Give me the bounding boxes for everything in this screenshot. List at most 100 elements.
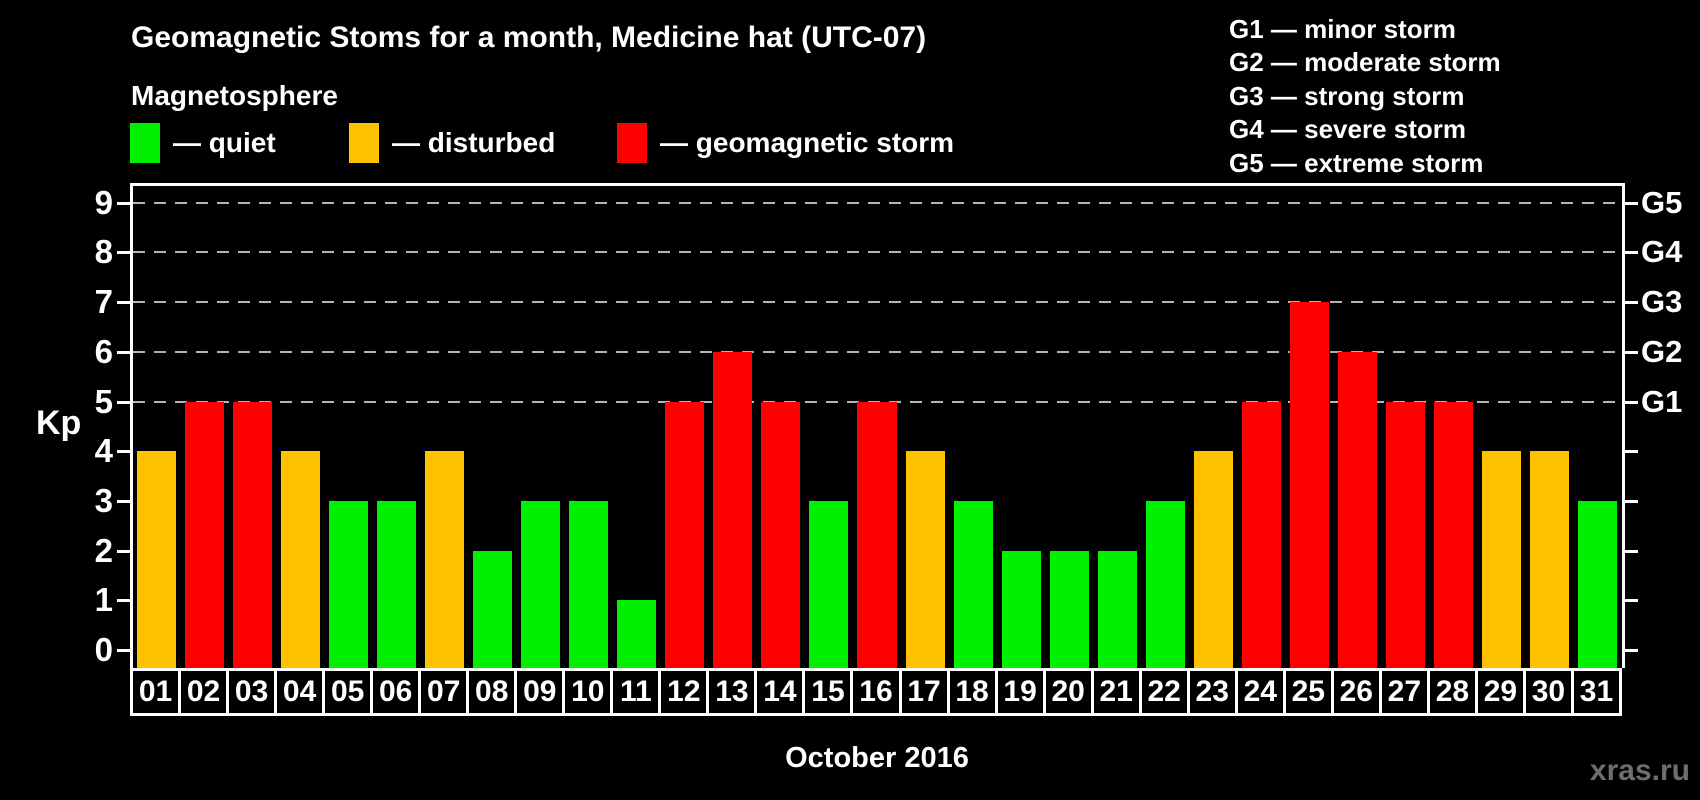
day-label-11: 11	[610, 668, 662, 716]
chart-title: Geomagnetic Stoms for a month, Medicine …	[131, 21, 927, 54]
y-axis-tick-right-3	[1625, 499, 1638, 503]
quiet-color-swatch	[130, 123, 160, 163]
y-axis-tick-right-9	[1625, 201, 1638, 205]
kp-bar-day-21	[1097, 550, 1137, 668]
kp-bar-day-08	[473, 550, 513, 668]
legend-label-quiet: — quiet	[173, 127, 276, 158]
y-axis-tick-right-2	[1625, 549, 1638, 553]
y-axis-tick-label-7: 7	[94, 283, 113, 321]
kp-bar-day-10	[569, 500, 609, 668]
watermark: xras.ru	[1589, 754, 1690, 787]
kp-bar-day-11	[617, 600, 657, 668]
kp-bar-day-16	[857, 401, 897, 668]
y-axis-tick-left-6	[117, 350, 130, 354]
y-axis-tick-right-4	[1625, 450, 1638, 454]
day-label-18: 18	[946, 668, 998, 716]
day-label-12: 12	[658, 668, 710, 716]
day-label-02: 02	[178, 668, 230, 716]
kp-bar-day-06	[377, 500, 417, 668]
storm-color-swatch	[617, 123, 647, 163]
kp-bar-day-09	[521, 500, 561, 668]
day-label-19: 19	[994, 668, 1046, 716]
kp-bar-day-03	[233, 401, 273, 668]
y-axis-tick-right-1	[1625, 599, 1638, 603]
kp-bar-day-19	[1001, 550, 1041, 668]
kp-bar-day-01	[137, 451, 177, 668]
day-label-21: 21	[1090, 668, 1142, 716]
y-axis-tick-right-7	[1625, 301, 1638, 305]
magnetosphere-label: Magnetosphere	[131, 80, 338, 111]
y-axis-tick-left-4	[117, 450, 130, 454]
gridline-kp6	[133, 350, 1622, 353]
day-label-09: 09	[514, 668, 566, 716]
g-axis-label-g5: G5	[1641, 184, 1683, 220]
y-axis-tick-label-5: 5	[94, 382, 113, 420]
day-label-10: 10	[562, 668, 614, 716]
legend-label-disturbed: — disturbed	[392, 127, 556, 158]
kp-bar-day-26	[1337, 351, 1377, 668]
y-axis-tick-label-0: 0	[94, 631, 113, 668]
day-label-28: 28	[1426, 668, 1478, 716]
day-label-17: 17	[898, 668, 950, 716]
kp-bar-day-17	[905, 451, 945, 668]
day-label-05: 05	[322, 668, 374, 716]
g-scale-legend-item-g2: G2 — moderate storm	[1229, 47, 1501, 78]
day-label-16: 16	[850, 668, 902, 716]
y-axis-tick-label-1: 1	[94, 581, 113, 619]
legend-item-storm: — geomagnetic storm	[617, 123, 954, 163]
day-label-04: 04	[274, 668, 326, 716]
y-axis-title: Kp	[36, 404, 82, 442]
g-scale-legend: G1 — minor storm G2 — moderate storm G3 — …	[1229, 13, 1501, 180]
legend-item-quiet: — quiet	[130, 123, 276, 163]
g-scale-legend-item-g1: G1 — minor storm	[1229, 14, 1456, 44]
kp-bar-day-27	[1385, 401, 1425, 668]
kp-bar-day-24	[1241, 401, 1281, 668]
day-label-24: 24	[1234, 668, 1286, 716]
kp-bar-day-13	[713, 351, 753, 668]
day-label-13: 13	[706, 668, 758, 716]
kp-bar-day-04	[281, 451, 321, 668]
kp-bar-day-07	[425, 451, 465, 668]
y-axis-tick-left-5	[117, 400, 130, 404]
kp-bar-day-02	[185, 401, 225, 668]
day-label-27: 27	[1378, 668, 1430, 716]
kp-bar-day-14	[761, 401, 801, 668]
g-scale-legend-item-g4: G4 — severe storm	[1229, 114, 1467, 145]
day-label-01: 01	[130, 668, 182, 716]
legend-item-disturbed: — disturbed	[349, 123, 555, 163]
y-axis-tick-label-4: 4	[94, 432, 113, 470]
y-axis-tick-label-8: 8	[94, 233, 113, 271]
day-label-15: 15	[802, 668, 854, 716]
kp-bar-day-30	[1529, 451, 1569, 668]
day-label-14: 14	[754, 668, 806, 716]
y-axis-tick-left-8	[117, 251, 130, 255]
gridline-kp8	[133, 251, 1622, 254]
y-axis-tick-right-8	[1625, 251, 1638, 255]
y-axis-tick-label-3: 3	[94, 481, 113, 519]
kp-bar-day-25	[1289, 302, 1329, 668]
y-axis-tick-left-9	[117, 201, 130, 205]
gridline-kp9	[133, 201, 1622, 204]
g-axis-label-g4: G4	[1641, 234, 1683, 270]
day-label-06: 06	[370, 668, 422, 716]
day-label-22: 22	[1138, 668, 1190, 716]
disturbed-color-swatch	[349, 123, 379, 163]
x-axis-label: October 2016	[785, 742, 969, 774]
kp-bar-day-12	[665, 401, 705, 668]
y-axis-tick-left-2	[117, 549, 130, 553]
g-scale-legend-item-g5: G5 — extreme storm	[1229, 147, 1484, 178]
kp-bar-day-31	[1577, 500, 1617, 668]
kp-bar-day-22	[1145, 500, 1185, 668]
y-axis-tick-left-7	[117, 301, 130, 305]
day-label-08: 08	[466, 668, 518, 716]
day-label-23: 23	[1186, 668, 1238, 716]
y-axis-tick-left-1	[117, 599, 130, 603]
day-label-07: 07	[418, 668, 470, 716]
g-scale-legend-item-g3: G3 — strong storm	[1229, 80, 1465, 111]
y-axis-tick-label-6: 6	[94, 332, 113, 370]
day-label-26: 26	[1330, 668, 1382, 716]
y-axis-tick-right-5	[1625, 400, 1638, 404]
y-axis-tick-label-2: 2	[94, 531, 113, 569]
y-axis-tick-right-0	[1625, 649, 1638, 652]
day-label-30: 30	[1522, 668, 1574, 716]
